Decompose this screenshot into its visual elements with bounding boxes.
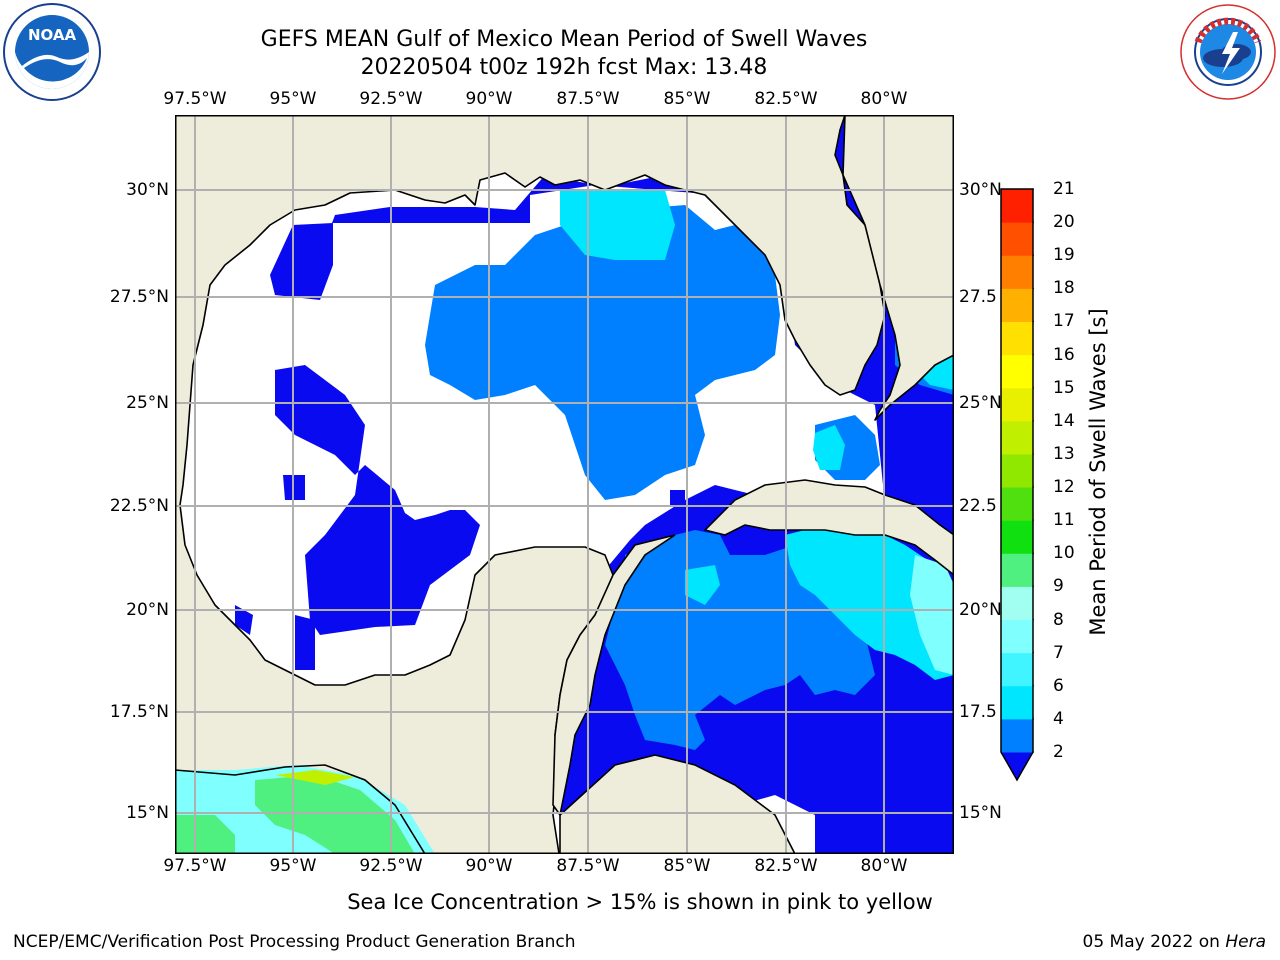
- colorbar-tick-label: 15: [1053, 377, 1075, 398]
- footer-date-text: 05 May 2022 on: [1082, 932, 1226, 952]
- lon-label-top: 90°W: [465, 89, 513, 109]
- lon-label-bottom: 80°W: [860, 856, 908, 876]
- lon-label-top: 82.5°W: [754, 89, 818, 109]
- lon-label-bottom: 82.5°W: [754, 856, 818, 876]
- colorbar-segment: [1001, 453, 1033, 488]
- colorbar-segment: [1001, 354, 1033, 389]
- lon-label-top: 95°W: [269, 89, 317, 109]
- colorbar-tick-label: 6: [1053, 675, 1064, 696]
- lat-label-right: 17.5: [958, 702, 998, 722]
- colorbar-tick-label: 8: [1053, 609, 1064, 630]
- colorbar-tick-label: 7: [1053, 642, 1064, 663]
- chart-subtitle: 20220504 t00z 192h fcst Max: 13.48: [360, 55, 768, 80]
- lat-label-right: 20°N: [958, 600, 1003, 620]
- lon-label-top: 85°W: [663, 89, 711, 109]
- colorbar-segment: [1001, 222, 1033, 256]
- colorbar-tick-label: 17: [1053, 311, 1075, 332]
- nws-logo: [1180, 4, 1276, 100]
- lon-label-top: 87.5°W: [556, 89, 620, 109]
- noaa-logo-text: NOAA: [28, 26, 77, 44]
- lon-label-top: 97.5°W: [163, 89, 227, 109]
- colorbar: [1000, 188, 1034, 782]
- colorbar-segment: [1001, 718, 1033, 753]
- pacific-swell-field: [175, 765, 435, 854]
- colorbar-tick-label: 13: [1053, 443, 1075, 464]
- colorbar-segment: [1001, 553, 1033, 587]
- lon-label-bottom: 85°W: [663, 856, 711, 876]
- colorbar-segment: [1001, 487, 1033, 521]
- colorbar-segment: [1001, 321, 1033, 356]
- lat-label-left: 27.5°N: [109, 287, 169, 307]
- colorbar-segment: [1001, 420, 1033, 455]
- chart-title: GEFS MEAN Gulf of Mexico Mean Period of …: [260, 27, 868, 52]
- footer-date: 05 May 2022 on Hera: [1083, 932, 1267, 952]
- lat-label-left: 17.5°N: [109, 702, 169, 722]
- colorbar-tick-label: 21: [1053, 179, 1075, 199]
- graticule: [175, 115, 954, 854]
- lon-label-top: 92.5°W: [359, 89, 423, 109]
- colorbar-tick-label: 19: [1053, 245, 1075, 266]
- colorbar-tick-label: 14: [1053, 410, 1075, 431]
- colorbar-segment: [1001, 586, 1033, 621]
- lon-label-bottom: 97.5°W: [163, 856, 227, 876]
- lat-label-left: 15°N: [126, 803, 169, 823]
- noaa-logo: NOAA: [3, 3, 101, 101]
- lat-label-right: 15°N: [958, 803, 1003, 823]
- lat-label-right: 22.5: [958, 496, 998, 516]
- lat-label-left: 25°N: [126, 393, 169, 413]
- lat-label-left: 22.5°N: [109, 496, 169, 516]
- colorbar-tick-label: 11: [1053, 510, 1075, 531]
- lat-label-left: 30°N: [126, 180, 169, 200]
- colorbar-label: Mean Period of Swell Waves [s]: [1086, 308, 1110, 636]
- colorbar-segment: [1001, 255, 1033, 289]
- colorbar-segment: [1001, 685, 1033, 720]
- pacific-coastline: [175, 764, 426, 854]
- colorbar-segment: [1001, 189, 1033, 223]
- lat-label-right: 27.5: [958, 287, 998, 307]
- lat-label-right: 25°N: [958, 393, 1003, 413]
- colorbar-segment: [1001, 520, 1033, 554]
- colorbar-extend-arrow: [1001, 752, 1033, 780]
- lat-label-left: 20°N: [126, 600, 169, 620]
- colorbar-segment: [1001, 288, 1033, 322]
- colorbar-segment: [1001, 387, 1033, 422]
- colorbar-tick-label: 18: [1053, 278, 1075, 299]
- colorbar-tick-label: 2: [1053, 742, 1064, 762]
- footer-credit: NCEP/EMC/Verification Post Processing Pr…: [13, 932, 576, 952]
- colorbar-tick-label: 12: [1053, 477, 1075, 498]
- lon-label-bottom: 87.5°W: [556, 856, 620, 876]
- yucatan-land: [552, 534, 676, 817]
- map-frame: [175, 115, 954, 854]
- colorbar-tick-label: 10: [1053, 543, 1075, 564]
- sea-ice-note: Sea Ice Concentration > 15% is shown in …: [347, 890, 933, 914]
- colorbar-segment: [1001, 652, 1033, 687]
- lon-label-top: 80°W: [860, 89, 908, 109]
- lat-label-right: 30°N: [958, 180, 1003, 200]
- lon-label-bottom: 95°W: [269, 856, 317, 876]
- lon-label-bottom: 90°W: [465, 856, 513, 876]
- colorbar-segment: [1001, 619, 1033, 654]
- footer-host: Hera: [1225, 932, 1266, 952]
- colorbar-tick-label: 4: [1053, 708, 1064, 729]
- lon-label-bottom: 92.5°W: [359, 856, 423, 876]
- colorbar-tick-label: 16: [1053, 344, 1075, 365]
- colorbar-tick-label: 20: [1053, 212, 1075, 233]
- gulf-of-mexico-map: [175, 115, 954, 854]
- colorbar-tick-label: 9: [1053, 576, 1064, 597]
